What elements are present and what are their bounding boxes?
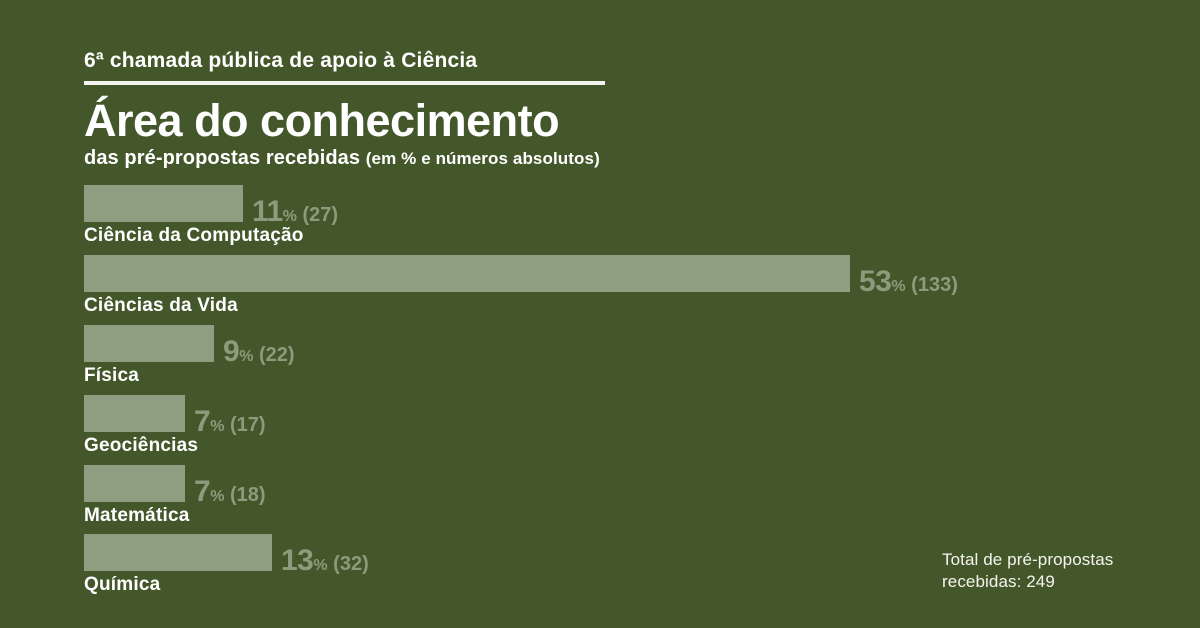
bar-value: 7% (18)	[194, 474, 266, 508]
bar	[84, 534, 272, 572]
bar-value-percent-symbol: %	[891, 277, 906, 295]
bar-line: 7% (17)	[84, 394, 958, 436]
bar-value: 11% (27)	[252, 197, 338, 227]
bar-line: 53% (133)	[84, 254, 958, 296]
bar	[84, 185, 243, 222]
total-line2: recebidas: 249	[942, 571, 1055, 591]
bar-row: 11% (27) Ciência da Computação	[84, 185, 958, 247]
total-label: Total de pré-propostas recebidas: 249	[942, 549, 1113, 593]
bar-value-absolute: (133)	[905, 273, 958, 296]
bar-category-label: Ciência da Computação	[84, 225, 304, 246]
bar	[84, 324, 214, 362]
bar-value-percent-symbol: %	[210, 417, 225, 435]
total-line1: Total de pré-propostas	[942, 550, 1114, 569]
bar-value-percent-symbol: %	[313, 557, 328, 575]
bar-category-label: Física	[84, 364, 140, 386]
bar-line: 9% (22)	[84, 324, 958, 366]
bar-value: 53% (133)	[859, 264, 958, 298]
bar-value-percent: 13	[281, 544, 314, 578]
bar-row: 7% (17) Geociências	[84, 394, 958, 457]
bar-value-percent: 11	[252, 195, 283, 228]
bar-row: 7% (18) Matemática	[84, 464, 958, 527]
bar-line: 11% (27)	[84, 185, 958, 227]
bar-category-label: Matemática	[84, 504, 190, 526]
bar-category-label: Química	[84, 574, 161, 596]
bar-value-absolute: (18)	[224, 483, 266, 506]
bar-value-percent-symbol: %	[239, 347, 254, 365]
bar-value-percent: 7	[194, 404, 211, 438]
bar-value-absolute: (22)	[253, 343, 295, 366]
page-title: Área do conhecimento	[84, 95, 560, 146]
divider-rule	[84, 81, 605, 85]
bar-category-label: Geociências	[84, 434, 199, 456]
subtitle-note: (em % e números absolutos)	[365, 149, 600, 168]
bar	[84, 254, 850, 292]
bar-row: 9% (22) Física	[84, 324, 958, 387]
page-subtitle: das pré-propostas recebidas (em % e núme…	[84, 147, 600, 170]
bar-row: 53% (133) Ciências da Vida	[84, 254, 958, 317]
bar-line: 13% (32)	[84, 534, 958, 576]
kicker-text: 6ª chamada pública de apoio à Ciência	[84, 49, 478, 72]
bar-value-percent: 53	[859, 264, 892, 298]
bar-value-absolute: (32)	[327, 553, 369, 576]
bar-value-percent-symbol: %	[210, 487, 225, 505]
bar-value-percent: 7	[194, 474, 211, 508]
bar	[84, 394, 185, 432]
bar-line: 7% (18)	[84, 464, 958, 506]
bar-value-absolute: (17)	[224, 413, 266, 436]
bar-value: 9% (22)	[223, 334, 295, 368]
bar-value-percent-symbol: %	[282, 208, 297, 225]
bar-row: 13% (32) Química	[84, 534, 958, 596]
bar	[84, 464, 185, 502]
bar-value-absolute: (27)	[296, 204, 339, 226]
bar-chart: 11% (27) Ciência da Computação 53% (133)…	[84, 185, 958, 604]
subtitle-main: das pré-propostas recebidas	[84, 147, 366, 169]
bar-value: 7% (17)	[194, 404, 266, 438]
bar-value: 13% (32)	[281, 546, 369, 576]
bar-category-label: Ciências da Vida	[84, 294, 238, 316]
bar-value-percent: 9	[223, 334, 240, 368]
